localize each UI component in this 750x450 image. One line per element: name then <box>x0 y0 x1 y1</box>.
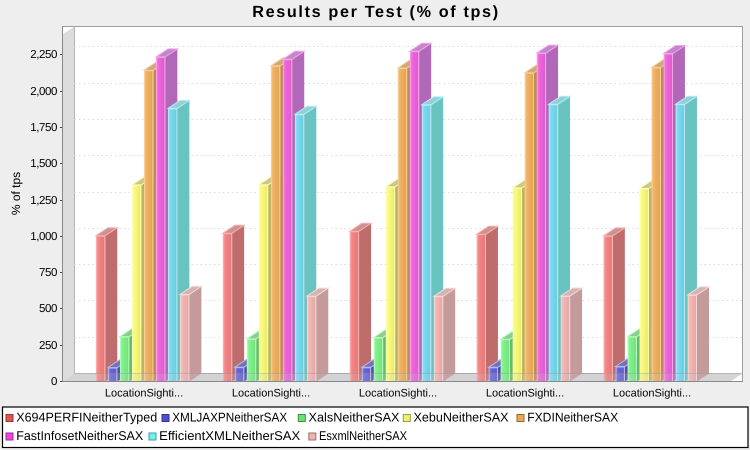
svg-text:LocationSighti...: LocationSighti... <box>232 387 310 399</box>
svg-text:1,000: 1,000 <box>30 231 57 243</box>
svg-text:EfficientXMLNeitherSAX: EfficientXMLNeitherSAX <box>159 429 301 443</box>
svg-text:XalsNeitherSAX: XalsNeitherSAX <box>309 410 401 424</box>
svg-text:Results per Test (% of tps): Results per Test (% of tps) <box>252 3 500 21</box>
svg-text:LocationSighti...: LocationSighti... <box>359 387 437 399</box>
svg-text:X694PERFINeitherTyped: X694PERFINeitherTyped <box>16 410 157 424</box>
svg-text:FXDINeitherSAX: FXDINeitherSAX <box>527 410 619 424</box>
svg-text:FastInfosetNeitherSAX: FastInfosetNeitherSAX <box>16 429 144 443</box>
svg-text:LocationSighti...: LocationSighti... <box>486 387 564 399</box>
svg-text:250: 250 <box>39 340 57 352</box>
svg-text:2,250: 2,250 <box>30 49 57 61</box>
svg-text:% of tps: % of tps <box>9 172 23 215</box>
svg-text:750: 750 <box>39 267 57 279</box>
svg-text:EsxmlNeitherSAX: EsxmlNeitherSAX <box>319 429 407 443</box>
svg-text:1,750: 1,750 <box>30 122 57 134</box>
svg-text:0: 0 <box>51 376 57 388</box>
svg-text:LocationSighti...: LocationSighti... <box>613 387 691 399</box>
svg-text:1,500: 1,500 <box>30 158 57 170</box>
svg-text:LocationSighti...: LocationSighti... <box>105 387 183 399</box>
svg-text:2,000: 2,000 <box>30 86 57 98</box>
svg-text:1,250: 1,250 <box>30 195 57 207</box>
svg-text:XebuNeitherSAX: XebuNeitherSAX <box>414 410 510 424</box>
svg-text:XMLJAXPNeitherSAX: XMLJAXPNeitherSAX <box>172 410 287 424</box>
svg-text:500: 500 <box>39 303 57 315</box>
